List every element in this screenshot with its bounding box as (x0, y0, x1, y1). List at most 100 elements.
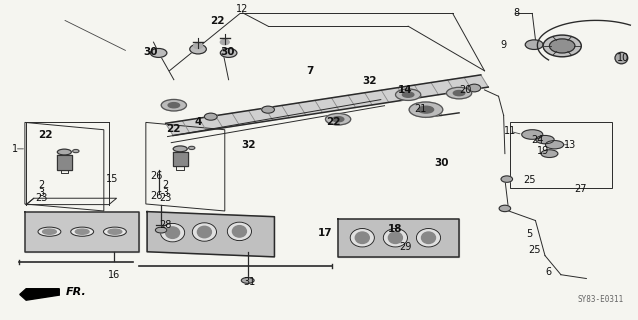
Text: 31: 31 (243, 277, 255, 287)
Text: 5: 5 (526, 229, 532, 239)
Ellipse shape (545, 140, 563, 149)
Text: SY83-E0311: SY83-E0311 (577, 295, 623, 304)
Ellipse shape (419, 106, 434, 113)
Text: 22: 22 (167, 124, 181, 134)
Ellipse shape (156, 227, 167, 233)
Text: 30: 30 (434, 158, 449, 168)
Ellipse shape (227, 222, 251, 241)
Ellipse shape (396, 89, 420, 100)
Ellipse shape (350, 228, 375, 247)
Text: 2: 2 (38, 180, 45, 190)
Ellipse shape (57, 149, 71, 155)
Ellipse shape (417, 228, 441, 247)
Ellipse shape (422, 232, 436, 244)
Text: 21: 21 (415, 104, 427, 114)
Ellipse shape (522, 130, 543, 139)
Text: 25: 25 (528, 245, 540, 255)
Ellipse shape (232, 226, 246, 237)
Text: 13: 13 (565, 140, 577, 150)
Ellipse shape (468, 84, 480, 92)
Text: 26: 26 (150, 171, 162, 181)
Text: 12: 12 (237, 4, 249, 14)
Polygon shape (25, 212, 140, 252)
Ellipse shape (454, 91, 465, 96)
Polygon shape (166, 75, 488, 135)
Ellipse shape (525, 40, 543, 50)
Text: 22: 22 (326, 117, 340, 127)
Text: 7: 7 (306, 67, 313, 76)
Ellipse shape (161, 100, 186, 111)
Text: 17: 17 (318, 228, 332, 238)
Ellipse shape (262, 106, 274, 113)
Ellipse shape (499, 205, 510, 212)
Polygon shape (173, 152, 188, 166)
Ellipse shape (151, 49, 167, 57)
Text: 27: 27 (574, 184, 586, 194)
Text: 30: 30 (220, 47, 235, 57)
Ellipse shape (403, 92, 414, 97)
Ellipse shape (615, 52, 628, 64)
Text: 15: 15 (106, 174, 118, 184)
Ellipse shape (220, 49, 237, 57)
Text: 25: 25 (523, 175, 535, 185)
Ellipse shape (536, 135, 554, 144)
Text: 30: 30 (144, 47, 158, 57)
Text: 29: 29 (399, 242, 411, 252)
Ellipse shape (168, 103, 179, 108)
Ellipse shape (188, 146, 195, 149)
Ellipse shape (409, 102, 443, 117)
Text: 19: 19 (537, 146, 549, 156)
Text: 10: 10 (617, 53, 630, 63)
Ellipse shape (220, 40, 229, 45)
Text: 28: 28 (159, 220, 171, 230)
Text: 8: 8 (514, 8, 519, 19)
Ellipse shape (383, 228, 408, 247)
Ellipse shape (75, 229, 89, 234)
Ellipse shape (241, 277, 254, 283)
Text: 32: 32 (362, 76, 377, 86)
Text: 11: 11 (504, 126, 516, 136)
Text: FR.: FR. (66, 287, 86, 297)
Text: 6: 6 (545, 267, 551, 277)
Text: 14: 14 (398, 85, 413, 95)
Ellipse shape (447, 87, 471, 99)
Ellipse shape (332, 116, 344, 122)
Ellipse shape (549, 39, 575, 53)
Text: 26: 26 (150, 191, 162, 201)
Ellipse shape (73, 149, 79, 153)
Polygon shape (338, 219, 459, 258)
Text: 18: 18 (388, 224, 403, 235)
Text: 24: 24 (531, 135, 544, 145)
Text: 4: 4 (195, 117, 202, 127)
Ellipse shape (108, 229, 122, 234)
Text: 3: 3 (162, 188, 168, 198)
Ellipse shape (166, 227, 179, 238)
Ellipse shape (389, 232, 403, 244)
Ellipse shape (204, 113, 217, 120)
Ellipse shape (501, 176, 512, 182)
Text: 9: 9 (501, 40, 507, 50)
Polygon shape (147, 212, 274, 257)
Ellipse shape (543, 35, 581, 57)
Ellipse shape (43, 229, 56, 234)
Polygon shape (57, 155, 72, 170)
Text: 23: 23 (35, 193, 48, 203)
Text: 2: 2 (162, 180, 168, 190)
Text: 16: 16 (108, 270, 120, 280)
Text: 23: 23 (159, 193, 171, 203)
Ellipse shape (173, 146, 187, 152)
Ellipse shape (189, 44, 206, 54)
Ellipse shape (197, 226, 211, 238)
Ellipse shape (103, 227, 126, 236)
Ellipse shape (192, 223, 216, 241)
Text: 1: 1 (11, 144, 18, 154)
Text: 3: 3 (38, 188, 45, 198)
Ellipse shape (541, 150, 558, 157)
Text: 32: 32 (242, 140, 256, 150)
Ellipse shape (38, 227, 61, 236)
Ellipse shape (355, 232, 369, 244)
Ellipse shape (71, 227, 94, 236)
Ellipse shape (325, 114, 351, 125)
Ellipse shape (161, 223, 184, 242)
Polygon shape (20, 289, 59, 300)
